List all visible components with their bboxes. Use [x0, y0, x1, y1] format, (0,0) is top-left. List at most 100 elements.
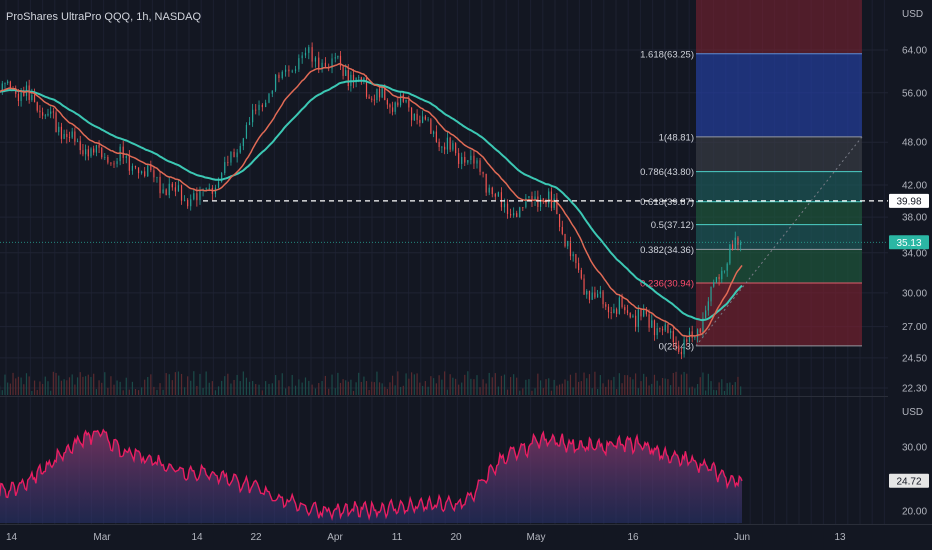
volume-bar: [694, 388, 696, 395]
volume-bar: [683, 371, 685, 395]
volume-bar: [25, 373, 28, 395]
volume-bar: [729, 382, 731, 395]
candle-body: [553, 198, 555, 208]
symbol-title[interactable]: ProShares UltraPro QQQ, 1h, NASDAQ: [6, 11, 201, 23]
fib-zone: [696, 249, 862, 284]
candle-body: [131, 165, 134, 171]
candle-body: [337, 55, 339, 58]
candle-body: [4, 83, 6, 84]
candle-body: [58, 126, 60, 133]
horizontal-line-tool[interactable]: [0, 200, 888, 243]
volume-bar: [567, 380, 569, 395]
volume-bar: [74, 384, 76, 395]
volume-bar: [509, 377, 512, 395]
candle-body: [683, 339, 685, 355]
volume-bar: [342, 379, 344, 395]
volume-bar: [597, 388, 599, 395]
candle-body: [208, 187, 210, 189]
candle-body: [441, 146, 443, 148]
volume-bar: [245, 377, 248, 395]
candle-body: [60, 126, 63, 139]
candle-body: [519, 207, 521, 218]
volume-bar: [402, 385, 404, 395]
volume-bars: [0, 371, 742, 395]
candle-body: [44, 115, 46, 117]
volume-bar: [183, 387, 186, 395]
volume-bar: [494, 373, 496, 395]
candle-body: [705, 310, 707, 318]
volume-bar: [304, 377, 307, 395]
candle-body: [311, 47, 313, 62]
volume-bar: [667, 379, 669, 395]
candle-body: [664, 324, 666, 331]
volume-bar: [726, 383, 728, 395]
volume-bar: [446, 389, 448, 395]
volume-bar: [376, 371, 378, 395]
volume-bar: [211, 381, 213, 395]
volume-bar: [281, 373, 283, 395]
volume-bar: [656, 380, 658, 395]
candle-body: [221, 173, 223, 182]
candle-body: [723, 270, 726, 272]
candle-body: [473, 155, 475, 164]
candle-body: [230, 151, 232, 163]
candle-body: [33, 94, 36, 103]
price-axis[interactable]: USD 64.00 56.00 48.00 42.00 38.00 34.00 30.00 2…: [888, 0, 932, 524]
candle-body: [298, 58, 300, 70]
oscillator-area: [0, 429, 742, 523]
candle-body: [397, 102, 399, 106]
volume-bar: [301, 382, 303, 395]
volume-bar: [710, 381, 712, 395]
candle-body: [726, 263, 728, 271]
candle-body: [308, 47, 310, 53]
candle-body: [63, 133, 65, 139]
volume-bar: [629, 377, 631, 395]
volume-bar: [473, 379, 475, 395]
volume-bar: [461, 382, 463, 395]
time-tick-label: 11: [392, 532, 403, 543]
volume-bar: [416, 373, 418, 395]
candle-body: [635, 315, 637, 327]
candle-body: [304, 52, 307, 56]
candle-body: [691, 331, 693, 338]
volume-bar: [363, 376, 365, 395]
volume-bar: [427, 386, 429, 395]
candle-body: [384, 86, 386, 101]
volume-bar: [556, 385, 558, 395]
volume-bar: [233, 380, 235, 395]
volume-bar: [87, 374, 89, 395]
volume-bar: [205, 371, 207, 395]
candle-body: [455, 143, 457, 154]
candle-body: [248, 122, 251, 126]
candle-body: [416, 113, 418, 120]
volume-bar: [740, 386, 742, 395]
volume-bar: [435, 383, 437, 395]
candle-body: [378, 88, 381, 98]
candle-body: [550, 191, 553, 208]
candle-body: [224, 162, 226, 174]
candle-body: [352, 74, 355, 83]
time-axis[interactable]: 14 Mar 14 22 Apr 11 20 May 16 Jun 13: [0, 524, 932, 544]
candle-body: [497, 192, 499, 197]
volume-bar: [378, 382, 381, 395]
candle-body: [104, 156, 106, 158]
price-tick-label: 56.00: [902, 88, 927, 99]
oscillator-current-label: 24.72: [896, 476, 921, 487]
candle-body: [153, 170, 155, 178]
horizontal-line-price-badge: 39.98: [889, 193, 929, 208]
volume-bar: [648, 385, 650, 395]
candle-body: [137, 167, 140, 174]
volume-bar: [44, 376, 46, 395]
candle-body: [331, 58, 333, 69]
candle-body: [503, 203, 506, 208]
volume-bar: [413, 374, 415, 395]
candle-body: [580, 269, 582, 279]
candle-body: [107, 156, 109, 163]
oscillator-line: [0, 428, 743, 521]
candle-body: [113, 163, 115, 165]
volume-bar: [230, 383, 232, 395]
volume-bar: [637, 388, 639, 395]
volume-bar: [95, 389, 97, 395]
candle-body: [713, 282, 715, 287]
